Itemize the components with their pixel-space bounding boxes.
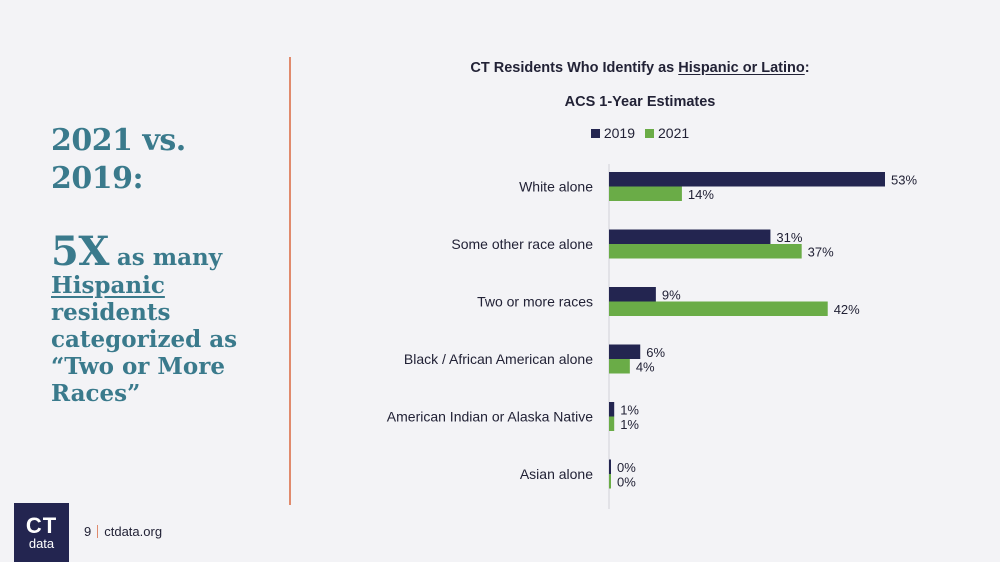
legend-swatch-2019 — [590, 128, 600, 138]
footer: 9 ctdata.org — [84, 524, 162, 539]
category-label: Some other race alone — [451, 236, 593, 252]
data-label-2021: 0% — [617, 475, 636, 490]
chart-subtitle: ACS 1-Year Estimates — [564, 94, 716, 110]
logo-ct-text: CT — [25, 513, 58, 538]
bar-2021 — [609, 244, 802, 259]
chart-title-suffix: : — [804, 60, 810, 76]
chart-legend: 2019 2021 — [310, 125, 970, 141]
data-label-2019: 1% — [620, 403, 639, 418]
bar-2019 — [609, 287, 656, 302]
category-label: Asian alone — [520, 466, 593, 482]
bar-2021 — [609, 186, 682, 201]
ctdata-logo: CT data — [14, 503, 69, 562]
data-label-2021: 1% — [620, 417, 639, 432]
chart-title-underlined: Hispanic or Latino — [678, 60, 805, 76]
headline-line3: categorized as — [51, 326, 238, 353]
bar-2021 — [609, 359, 630, 374]
bar-2019 — [609, 344, 641, 359]
bar-2021 — [609, 301, 828, 316]
chart-title: CT Residents Who Identify as Hispanic or… — [310, 60, 970, 76]
legend-label-2019: 2019 — [603, 125, 635, 141]
headline-multiplier: 5X — [51, 228, 109, 275]
footer-separator — [97, 525, 99, 538]
data-label-2019: 6% — [646, 345, 665, 360]
bar-2019 — [609, 402, 615, 417]
category-label: White alone — [519, 179, 593, 195]
legend-swatch-2021 — [645, 128, 654, 138]
data-label-2019: 0% — [617, 460, 636, 475]
chart-title-prefix: CT Residents Who Identify as — [470, 60, 675, 76]
bar-2019 — [609, 229, 771, 244]
headline-compare: 2021 vs. 2019: — [51, 123, 186, 196]
data-label-2021: 14% — [688, 187, 714, 202]
legend-item-2019: 2019 — [590, 125, 635, 141]
data-label-2019: 9% — [662, 288, 681, 303]
site-link[interactable]: ctdata.org — [104, 524, 163, 539]
headline-line2: residents — [51, 299, 171, 326]
data-label-2021: 37% — [808, 245, 834, 260]
bar-2019 — [609, 172, 885, 187]
legend-item-2021: 2021 — [645, 125, 689, 141]
page-number: 9 — [84, 524, 92, 539]
headline-line4: “Two or More — [51, 353, 225, 380]
category-label: Two or more races — [477, 294, 593, 310]
bar-2019 — [609, 459, 611, 474]
category-label: American Indian or Alaska Native — [387, 409, 593, 425]
category-label: Black / African American alone — [404, 351, 593, 367]
data-label-2021: 4% — [636, 360, 655, 375]
legend-label-2021: 2021 — [658, 125, 690, 141]
headline: 2021 vs. 2019: 5X as many Hispanic resid… — [51, 122, 286, 407]
vertical-divider — [289, 57, 291, 505]
headline-line1: as many — [116, 244, 223, 271]
headline-body: 5X as many Hispanic residents categorize… — [51, 232, 286, 408]
data-label-2021: 42% — [834, 302, 860, 317]
data-label-2019: 53% — [891, 173, 917, 188]
headline-hispanic: Hispanic — [51, 272, 165, 299]
logo-data-text: data — [28, 536, 55, 551]
headline-line5: Races” — [51, 380, 141, 407]
data-label-2019: 31% — [776, 230, 802, 245]
bar-2021 — [609, 416, 615, 431]
bar-2021 — [609, 474, 611, 489]
